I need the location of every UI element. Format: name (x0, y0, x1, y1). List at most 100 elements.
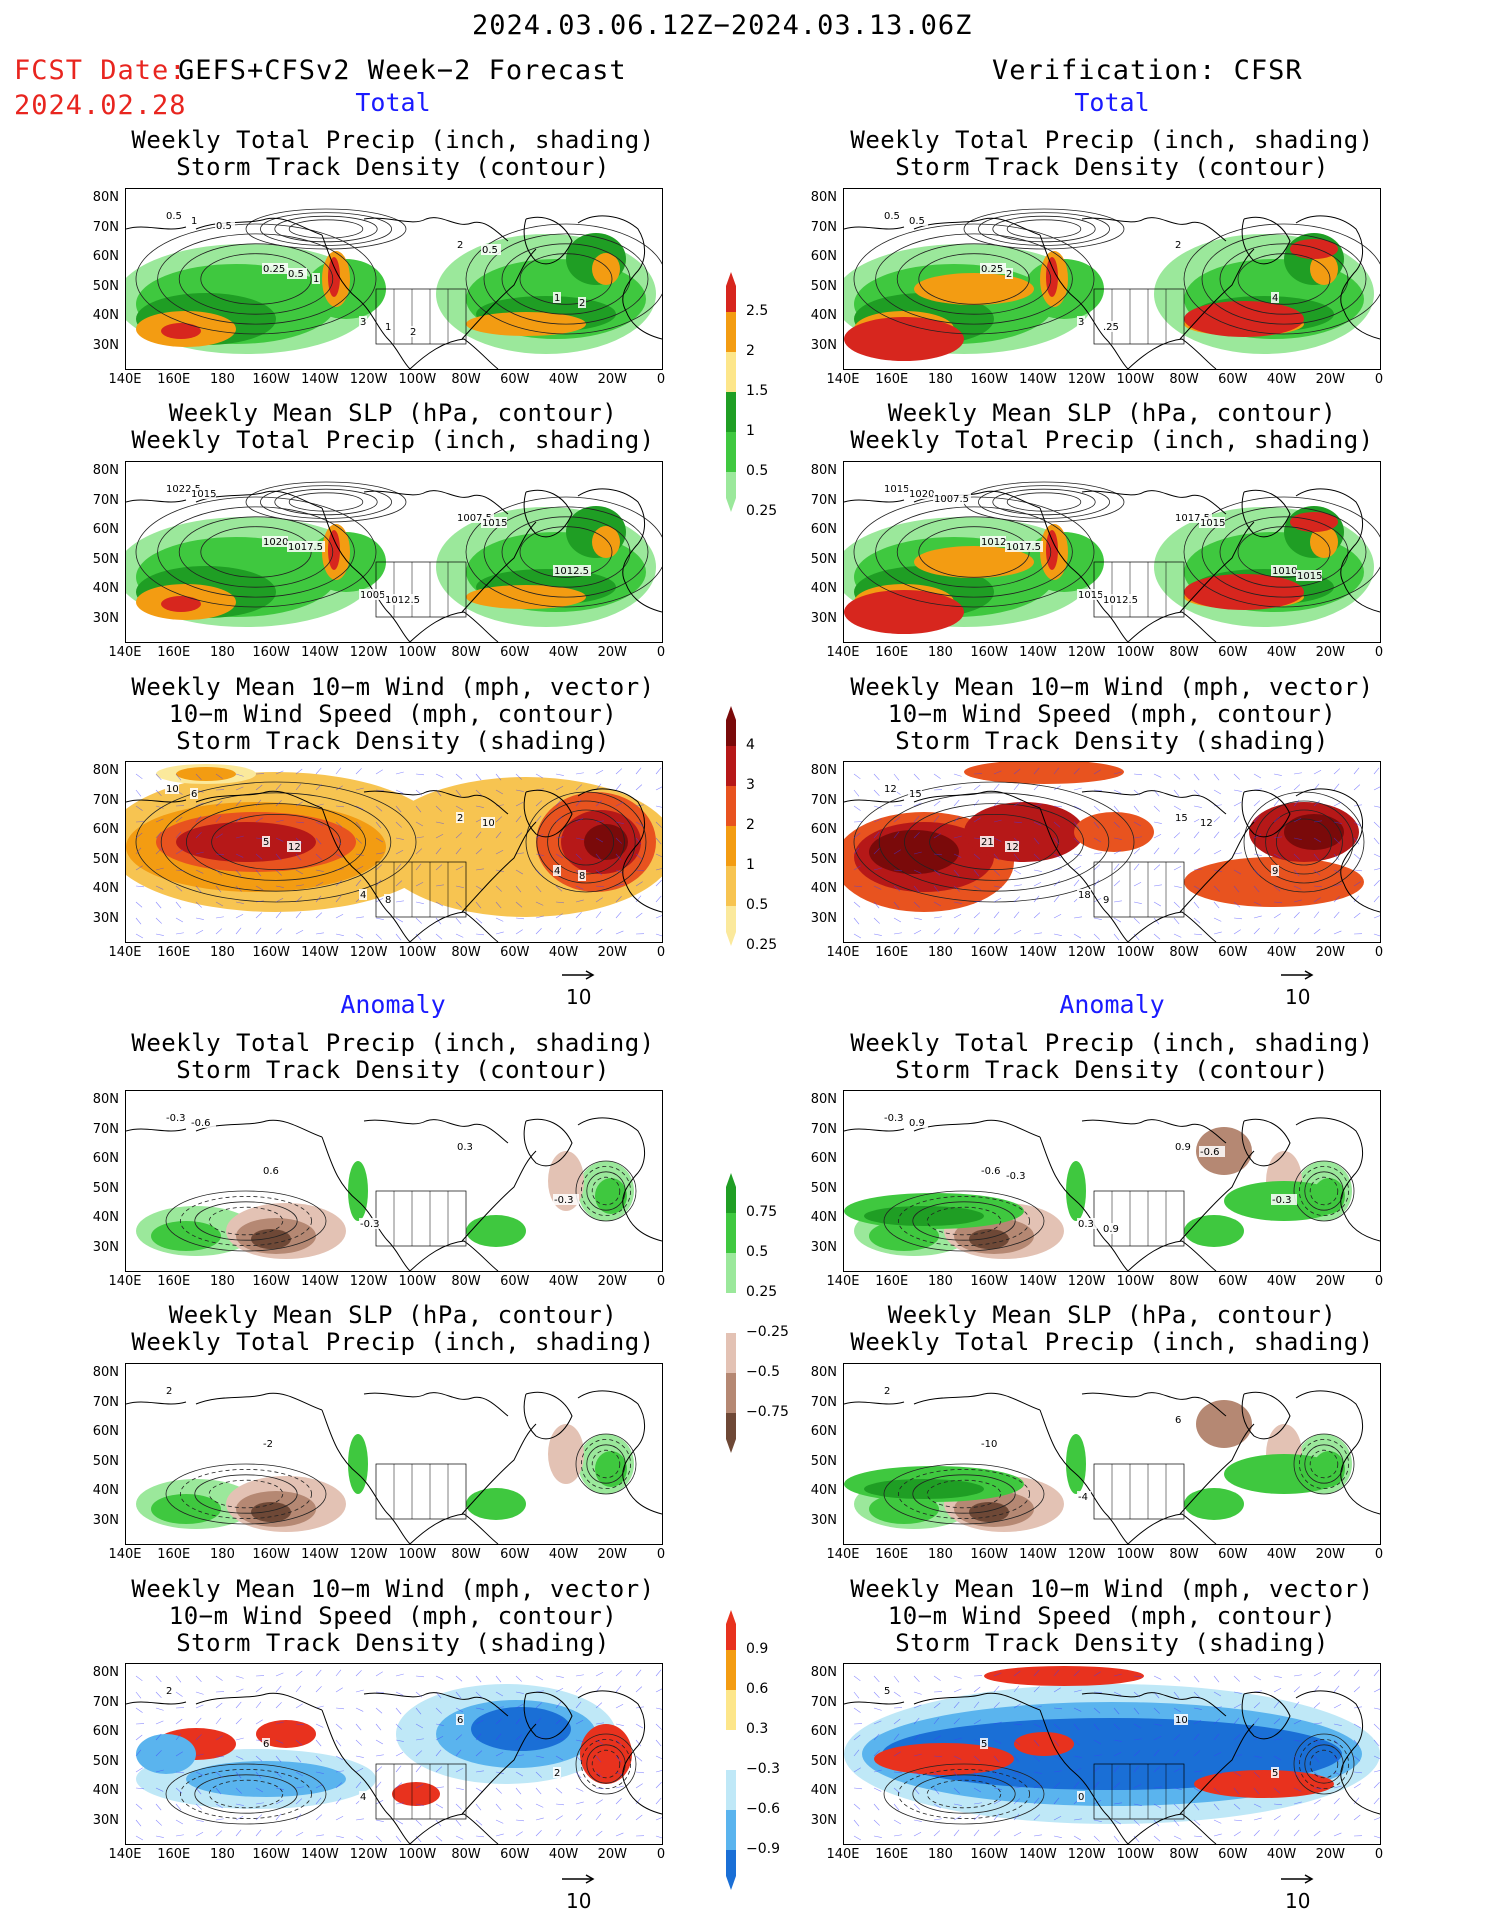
anom-shade (1224, 1454, 1344, 1494)
lon-label: 120W (1067, 945, 1106, 960)
lon-label: 60W (1218, 372, 1248, 387)
contour-line (875, 506, 1073, 598)
lon-label: 40W (1266, 1274, 1297, 1289)
contour-label: 2 (1175, 240, 1181, 251)
contour-label: -2 (263, 1439, 273, 1450)
lat-label: 40N (92, 581, 119, 596)
anom-shade (251, 1502, 291, 1522)
map-panel-r4: -0.3 -0.6 0.3 0.9 -0.3 0.9 -0.3 0.9 -0.6 (843, 1090, 1381, 1272)
contour-label: 3 (1078, 317, 1084, 328)
contour-label: 0.5 (288, 269, 304, 280)
coastline (409, 1813, 499, 1844)
coastline (363, 790, 509, 815)
contour-line (180, 1469, 312, 1520)
lat-label: 80N (92, 190, 119, 205)
lon-label: 160W (252, 645, 291, 660)
contour-line (160, 792, 392, 892)
contour-label: 2 (1006, 269, 1012, 280)
contour-label: -0.3 (360, 1219, 380, 1230)
storm-shade (964, 762, 1124, 784)
lon-label: 80W (451, 945, 481, 960)
coastline (363, 1119, 509, 1144)
storm-shade (1184, 857, 1364, 907)
title-line: Weekly Mean SLP (hPa, contour) (168, 399, 618, 427)
contour-line (575, 1160, 637, 1222)
contour-label: 3 (360, 317, 366, 328)
border-line (1093, 1463, 1185, 1520)
anom-shade (186, 1761, 346, 1797)
lon-label: 140W (1019, 1274, 1057, 1289)
lat-label: 60N (810, 249, 837, 264)
contour-label-bg (883, 483, 909, 494)
coastline (126, 1701, 187, 1705)
coastline (625, 1212, 662, 1242)
map-panel-l6: 2 6 4 6 2 (125, 1663, 663, 1845)
lat-label: 30N (92, 1239, 119, 1255)
colorbar-tick: 3 (746, 777, 755, 793)
lat-label: 40N (92, 1783, 119, 1798)
contour-label: 4 (1272, 293, 1278, 304)
map-canvas: 0.5 0.25 3 2 4 0.5 2 .25 (844, 208, 1380, 369)
lon-label: 120W (349, 1547, 388, 1562)
contour-label: 12 (288, 842, 301, 853)
coastline (195, 1692, 323, 1711)
coastline (625, 1785, 662, 1815)
lon-label: 40W (1266, 1847, 1297, 1862)
lon-label: 0 (1374, 1274, 1384, 1289)
colorbar-tick: −0.75 (746, 1404, 789, 1420)
lon-label: 160E (875, 1847, 909, 1862)
contour-label: 0.9 (1175, 1142, 1191, 1153)
contour-label-bg (262, 1165, 282, 1176)
contour-line (591, 1176, 621, 1206)
vector-ref-l3: 10 (562, 966, 596, 1009)
contour-label: 1015 (1200, 518, 1225, 529)
coastline (409, 338, 499, 369)
lat-label: 50N (810, 1453, 837, 1469)
coastline (625, 1485, 662, 1515)
contour-label: -0.6 (1200, 1147, 1220, 1158)
lon-label: 120W (349, 372, 388, 387)
border-line (1093, 288, 1185, 345)
contour-line (208, 1779, 284, 1809)
contour-label: 1015 (884, 484, 909, 495)
coastline (625, 583, 662, 613)
contour-label-bg (553, 292, 561, 303)
contour-label: 5 (981, 1739, 987, 1750)
map-panel-l1: 0.5 0.25 3 2 1 1 0.5 1 0.5 2 0.5 1 2 (125, 188, 663, 370)
colorbar-segment (726, 312, 736, 352)
coastline (577, 1690, 645, 1787)
lon-label: 160E (157, 1847, 191, 1862)
colorbar-segment (726, 1293, 736, 1333)
contour-label: 0.3 (457, 1142, 473, 1153)
contour-line (912, 1774, 1016, 1814)
lat-label: 40N (810, 308, 837, 323)
contour-label-bg (262, 836, 270, 847)
lat-label: 70N (92, 219, 119, 235)
coastline (1081, 217, 1227, 242)
contour-line (186, 803, 366, 881)
lon-label: 100W (398, 645, 437, 660)
colorbar-segment (726, 906, 736, 946)
contour-line (1265, 809, 1343, 875)
lon-label: 140W (301, 1847, 339, 1862)
title-line: Weekly Total Precip (inch, shading) (131, 1029, 655, 1057)
contour-label: 4 (360, 1792, 366, 1803)
contour-line (465, 223, 662, 335)
title-l4: Weekly Total Precip (inch, shading) Stor… (113, 1030, 673, 1084)
contour-label: 10 (482, 818, 495, 829)
lon-label: 60W (500, 372, 530, 387)
title-line: Weekly Total Precip (inch, shading) (131, 126, 655, 154)
contour-line (208, 1479, 284, 1509)
contour-label: 12 (884, 784, 897, 795)
coastline (1039, 234, 1129, 369)
contour-label: 1012.5 (554, 566, 589, 577)
contour-line (1201, 506, 1367, 598)
lon-label: 160W (252, 1847, 291, 1862)
contour-label: 0.6 (263, 1166, 279, 1177)
contour-line (157, 233, 355, 325)
lat-label: 30N (92, 1512, 119, 1528)
storm-shade (1284, 814, 1344, 850)
colorbar-segment (726, 1850, 736, 1890)
lon-label: 80W (451, 1274, 481, 1289)
lat-label: 50N (810, 851, 837, 867)
